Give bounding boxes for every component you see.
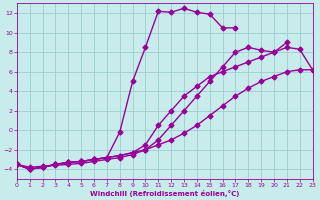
X-axis label: Windchill (Refroidissement éolien,°C): Windchill (Refroidissement éolien,°C) (90, 190, 239, 197)
